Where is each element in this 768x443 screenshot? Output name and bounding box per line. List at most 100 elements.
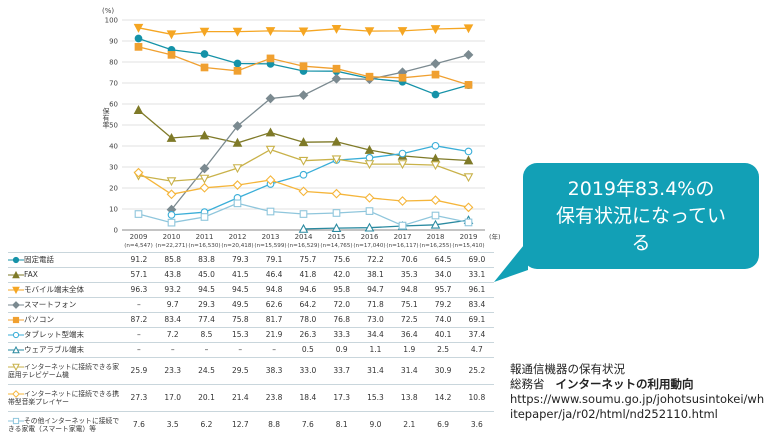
table-cell: 27.3 (122, 384, 156, 412)
data-point (167, 218, 176, 227)
y-tick-label: 10 (109, 206, 118, 214)
data-point (397, 27, 408, 36)
data-point (265, 27, 276, 36)
y-unit-label: (%) (102, 7, 114, 15)
table-row: FAX 57.1 43.8 45.0 41.5 46.4 41.8 42.0 38.1 35.3 3… (8, 267, 494, 283)
table-cell: 33.7 (324, 357, 359, 385)
table-cell: 74.0 (426, 312, 460, 328)
table-cell: 78.0 (290, 312, 325, 328)
source-org: 総務省 (510, 377, 545, 391)
data-point (332, 209, 341, 217)
data-point (298, 186, 309, 197)
table-cell: 2.5 (426, 342, 460, 358)
x-tick-label: 2009 (130, 233, 148, 241)
table-cell: 77.4 (189, 312, 224, 328)
table-cell: 38.3 (257, 357, 291, 385)
table-cell: 62.6 (257, 297, 291, 313)
x-tick-label: 2013 (262, 233, 280, 241)
series-line-1 (138, 109, 469, 162)
data-point (266, 207, 275, 216)
table-cell: 9.7 (155, 297, 190, 313)
table-cell: 7.6 (122, 411, 156, 438)
data-point (463, 24, 474, 34)
x-sample-size: (n=16,529) (287, 243, 319, 249)
data-point (133, 167, 144, 178)
series-legend-entry: FAX (8, 267, 122, 283)
data-point (200, 213, 209, 221)
series-name: インターネットに接続できる家庭用テレビゲーム機 (8, 363, 120, 379)
table-cell: 24.5 (189, 357, 224, 385)
table-row: パソコン 87.2 83.4 77.4 75.8 81.7 78.0 76.8 73.0 72.5… (8, 312, 494, 328)
table-cell: – (122, 327, 156, 343)
y-tick-label: 30 (109, 164, 118, 172)
table-cell: 94.8 (392, 282, 427, 298)
series-name: 固定電話 (24, 255, 54, 264)
data-point (332, 64, 341, 73)
data-point (463, 155, 474, 165)
series-legend-entry: タブレット型端末 (8, 327, 122, 343)
series-name: その他インターネットに接続できる家電（スマート家電）等 (8, 417, 120, 433)
data-point (232, 27, 243, 37)
table-cell: 45.0 (189, 267, 224, 283)
y-tick-label: 100 (105, 17, 118, 25)
table-cell: 14.2 (426, 384, 460, 412)
data-point (430, 219, 441, 229)
data-point (431, 70, 440, 79)
data-point (166, 177, 177, 187)
table-cell: 6.9 (426, 411, 460, 438)
table-cell: 64.2 (290, 297, 325, 313)
x-tick-label: 2014 (295, 233, 313, 241)
table-cell: 75.1 (392, 297, 427, 313)
source-url[interactable]: https://www.soumu.go.jp/johotsusintokei/… (510, 392, 765, 421)
y-tick-label: 40 (109, 143, 118, 151)
legend-marker-icon (8, 301, 24, 309)
x-tick-label: 2017 (394, 233, 412, 241)
data-point (199, 27, 210, 37)
data-point (166, 30, 177, 40)
table-cell: 75.8 (223, 312, 258, 328)
x-tick-label: 2012 (229, 233, 247, 241)
legend-marker-icon (8, 286, 24, 294)
data-point (298, 156, 309, 166)
table-cell: 41.8 (290, 267, 325, 283)
table-cell: 18.4 (290, 384, 325, 412)
data-point (232, 164, 243, 174)
x-sample-size: (n=15,599) (254, 243, 286, 249)
source-note: 報通信機器の保有状況 総務省 インターネットの利用動向 https://www.… (510, 362, 765, 422)
series-line-6 (303, 219, 469, 230)
table-row: その他インターネットに接続できる家電（スマート家電）等 7.6 3.5 6.2 12.7… (8, 411, 494, 438)
table-cell: 37.4 (459, 327, 494, 343)
data-point (398, 221, 407, 230)
data-point (397, 160, 408, 170)
data-point (398, 149, 407, 158)
table-cell: 0.9 (324, 342, 359, 358)
table-cell: 25.9 (122, 357, 156, 385)
x-sample-size: (n=4,547) (124, 243, 153, 249)
table-cell: 21.4 (223, 384, 258, 412)
data-point (431, 90, 440, 99)
series-name: インターネットに接続できる携帯型音楽プレイヤー (8, 390, 120, 406)
data-point (431, 141, 440, 150)
table-cell: 79.1 (257, 252, 291, 268)
legend-marker-icon (8, 316, 24, 324)
table-cell: 31.4 (392, 357, 427, 385)
data-point (364, 160, 375, 170)
data-point (167, 51, 176, 59)
table-row: 固定電話 91.2 85.8 83.8 79.3 79.1 75.7 75.6 72.2 70.6… (8, 252, 494, 268)
data-point (232, 137, 243, 147)
table-cell: 76.8 (324, 312, 359, 328)
series-legend-entry: その他インターネットに接続できる家電（スマート家電）等 (8, 411, 122, 438)
y-tick-label: 20 (109, 185, 118, 193)
x-tick-label: 2019 (460, 233, 478, 241)
table-cell: 41.5 (223, 267, 258, 283)
table-cell: 8.5 (189, 327, 224, 343)
x-sample-size: (n=14,765) (320, 243, 352, 249)
source-title: インターネットの利用動向 (555, 377, 694, 391)
table-cell: 4.7 (459, 342, 494, 358)
table-cell: 26.3 (290, 327, 325, 343)
x-sample-size: (n=17,040) (353, 243, 385, 249)
data-point (464, 81, 473, 89)
table-cell: 94.7 (358, 282, 393, 298)
table-cell: 12.7 (223, 411, 258, 438)
